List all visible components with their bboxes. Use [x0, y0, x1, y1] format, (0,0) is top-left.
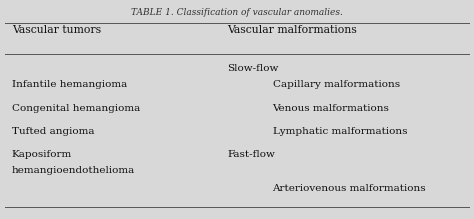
- Text: Vascular tumors: Vascular tumors: [12, 25, 101, 35]
- Text: Venous malformations: Venous malformations: [273, 104, 390, 113]
- Text: Arteriovenous malformations: Arteriovenous malformations: [273, 184, 426, 193]
- Text: TABLE 1. Classification of vascular anomalies.: TABLE 1. Classification of vascular anom…: [131, 8, 343, 17]
- Text: Capillary malformations: Capillary malformations: [273, 80, 400, 89]
- Text: Congenital hemangioma: Congenital hemangioma: [12, 104, 140, 113]
- Text: Infantile hemangioma: Infantile hemangioma: [12, 80, 127, 89]
- Text: hemangioendothelioma: hemangioendothelioma: [12, 166, 135, 175]
- Text: Vascular malformations: Vascular malformations: [228, 25, 357, 35]
- Text: Slow-flow: Slow-flow: [228, 64, 279, 74]
- Text: Lymphatic malformations: Lymphatic malformations: [273, 127, 407, 136]
- Text: Kaposiform: Kaposiform: [12, 150, 72, 159]
- Text: Tufted angioma: Tufted angioma: [12, 127, 94, 136]
- Text: Fast-flow: Fast-flow: [228, 150, 275, 159]
